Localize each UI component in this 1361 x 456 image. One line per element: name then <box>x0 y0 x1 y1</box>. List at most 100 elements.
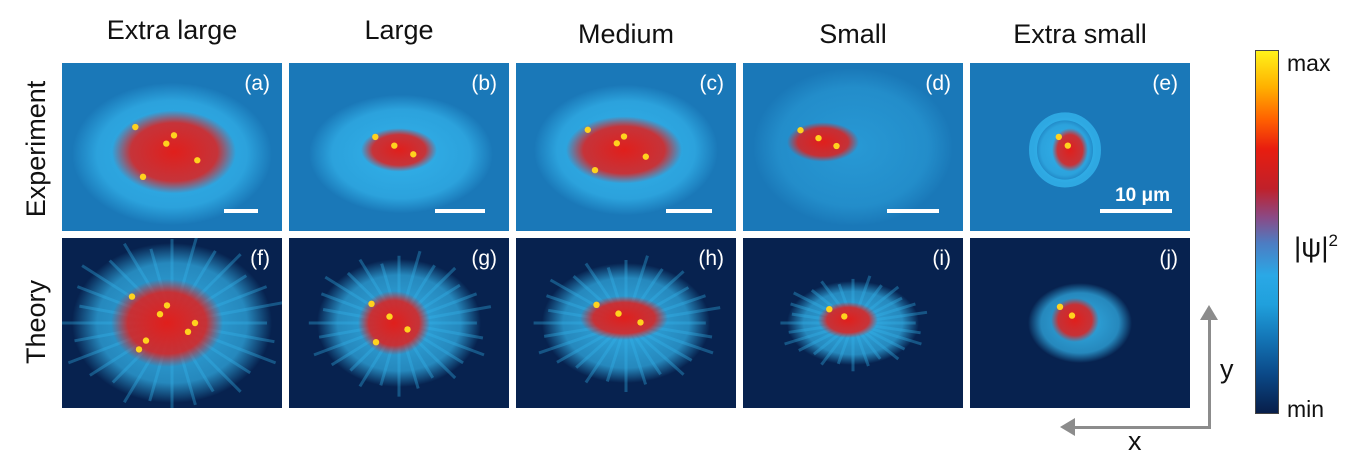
density-map <box>72 82 272 226</box>
intensity-peak <box>386 313 393 320</box>
condensate-core <box>580 296 668 340</box>
intensity-peak <box>391 142 398 149</box>
panel-label: (h) <box>698 247 724 270</box>
panel-d: (d) <box>743 63 963 231</box>
panel-label: (i) <box>932 247 951 270</box>
scale-bar <box>224 209 258 213</box>
condensate-core <box>358 291 430 355</box>
scale-bar <box>435 209 485 213</box>
density-map <box>309 94 493 214</box>
panel-j: (j) <box>970 238 1190 408</box>
column-heading-medium: Medium <box>577 19 675 49</box>
intensity-peak <box>194 157 201 164</box>
panel-c: (c) <box>516 63 736 231</box>
condensate-core <box>112 110 236 194</box>
density-map <box>533 255 721 392</box>
column-heading-extra-large: Extra large <box>106 15 238 45</box>
panel-f: (f) <box>62 238 282 408</box>
condensate-core <box>361 128 437 172</box>
column-heading-extra-small: Extra small <box>1013 19 1147 49</box>
panel-label: (e) <box>1152 72 1178 95</box>
condensate-core <box>1051 298 1099 342</box>
condensate-core <box>566 116 682 184</box>
colorbar <box>1255 50 1279 414</box>
intensity-peak <box>128 293 136 300</box>
panel-b: (b) <box>289 63 509 231</box>
intensity-peak <box>135 346 143 353</box>
intensity-peak <box>591 166 599 174</box>
intensity-peak <box>1068 312 1076 319</box>
condensate-core <box>818 302 878 338</box>
panel-i: (i) <box>743 238 963 408</box>
column-heading-large: Large <box>364 15 434 45</box>
halo-ring <box>1029 112 1101 188</box>
intensity-peak <box>613 140 620 147</box>
intensity-peak <box>368 300 375 307</box>
x-axis-label: x <box>1128 426 1142 456</box>
x-axis-arrow-line <box>1074 426 1211 429</box>
colorbar-quantity: |ψ| <box>1294 231 1329 263</box>
intensity-peak <box>191 319 199 327</box>
colorbar-quantity-label: |ψ|2 <box>1294 226 1338 262</box>
intensity-peak <box>372 133 379 141</box>
intensity-peak <box>142 337 150 344</box>
colorbar-quantity-exponent: 2 <box>1328 231 1338 250</box>
intensity-peak <box>833 142 840 150</box>
panel-label: (j) <box>1159 247 1178 270</box>
scale-bar <box>1100 209 1172 213</box>
panel-label: (f) <box>250 247 270 270</box>
y-axis-arrow-head <box>1200 305 1218 320</box>
density-map <box>534 84 718 216</box>
intensity-peak <box>1055 133 1062 141</box>
intensity-peak <box>593 301 600 308</box>
panel-label: (d) <box>925 72 951 95</box>
panel-label: (b) <box>471 72 497 95</box>
intensity-peak <box>184 328 192 335</box>
condensate-core <box>787 122 859 162</box>
colorbar-max-label: max <box>1287 50 1331 76</box>
density-map <box>753 67 953 227</box>
y-axis-label: y <box>1220 354 1234 384</box>
intensity-peak <box>404 326 411 333</box>
y-axis-arrow-line <box>1208 318 1211 428</box>
intensity-peak <box>637 319 644 326</box>
intensity-peak <box>1056 303 1064 310</box>
intensity-peak <box>410 151 417 158</box>
panel-g: (g) <box>289 238 509 408</box>
intensity-peak <box>841 313 848 320</box>
intensity-peak <box>170 132 178 139</box>
panel-label: (a) <box>244 72 270 95</box>
scale-bar <box>666 209 712 213</box>
panel-label: (c) <box>699 72 725 95</box>
density-map <box>1028 283 1132 363</box>
intensity-peak <box>132 123 139 131</box>
scale-bar-label: 10 μm <box>1115 185 1170 206</box>
density-map <box>62 238 282 408</box>
intensity-peak <box>642 153 649 160</box>
intensity-peak <box>615 310 622 317</box>
intensity-peak <box>139 173 147 181</box>
density-map <box>1029 112 1101 188</box>
intensity-peak <box>584 126 591 133</box>
condensate-core <box>111 279 223 367</box>
intensity-peak <box>620 133 628 140</box>
panel-h: (h) <box>516 238 736 408</box>
scale-bar <box>887 209 939 213</box>
x-axis-arrow-head <box>1060 418 1075 436</box>
intensity-peak <box>815 134 822 142</box>
row-label-theory: Theory <box>21 279 51 365</box>
density-map <box>308 250 492 397</box>
intensity-peak <box>163 302 171 309</box>
row-label-experiment: Experiment <box>21 80 51 218</box>
panel-e: (e) 10 μm <box>970 63 1190 231</box>
column-heading-small: Small <box>819 19 887 49</box>
colorbar-min-label: min <box>1287 396 1325 422</box>
intensity-peak <box>156 311 164 318</box>
intensity-peak <box>826 306 833 313</box>
intensity-peak <box>163 140 170 147</box>
intensity-peak <box>797 127 804 134</box>
panel-label: (g) <box>471 247 497 270</box>
intensity-peak <box>372 339 380 346</box>
panel-a: (a) <box>62 63 282 231</box>
intensity-peak <box>1064 142 1071 149</box>
